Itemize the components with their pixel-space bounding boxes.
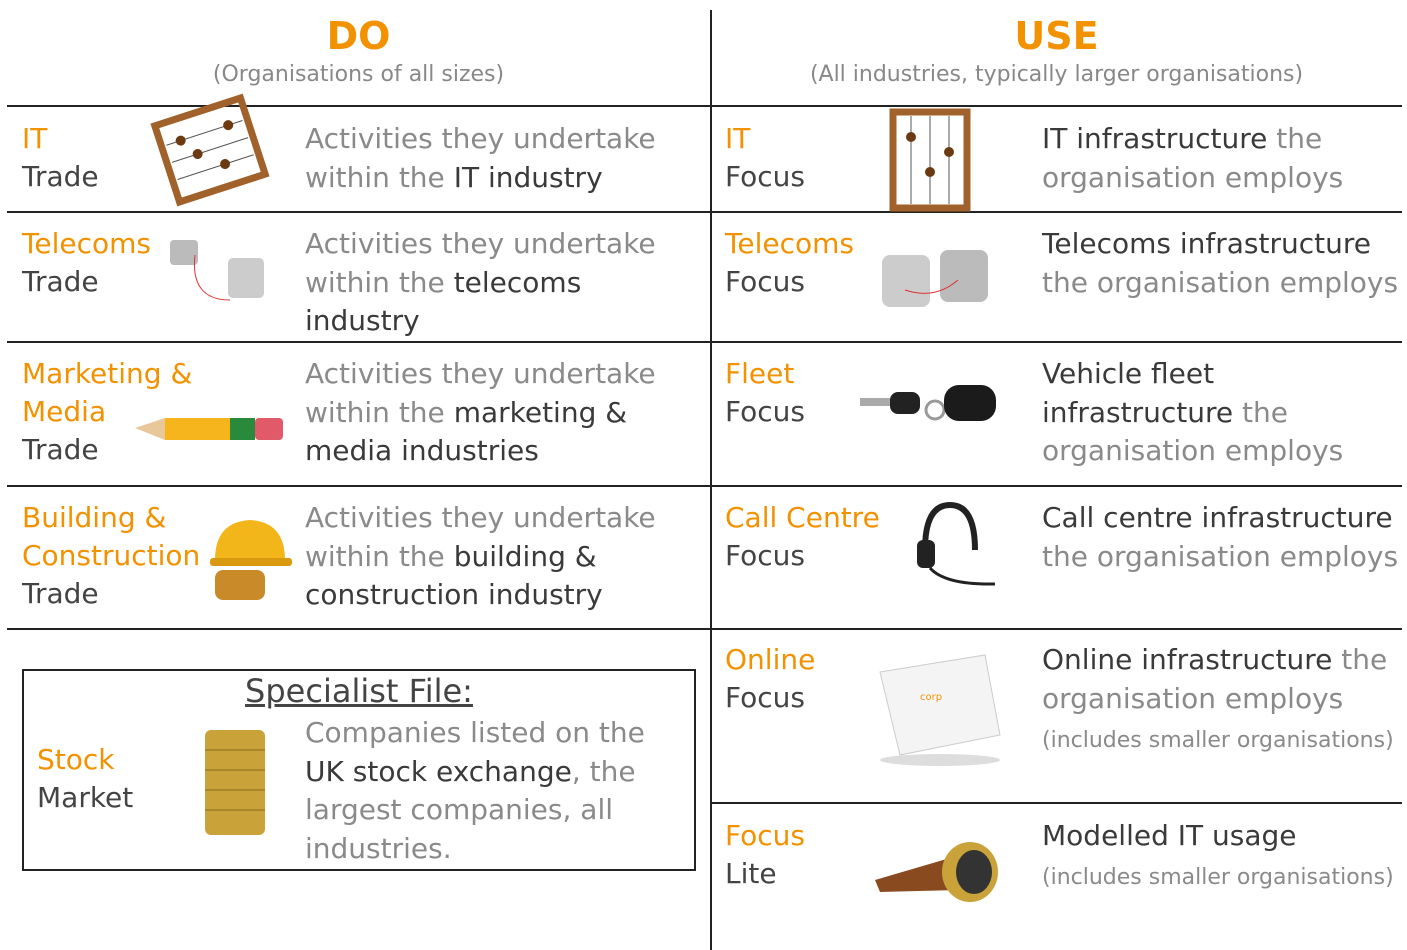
emphasis-text: UK stock exchange bbox=[305, 754, 572, 788]
specialist-heading: Specialist File: bbox=[245, 672, 473, 710]
emphasis-text: Modelled IT usage bbox=[1042, 819, 1297, 852]
svg-text:corp: corp bbox=[920, 692, 942, 703]
column-heading: DO bbox=[326, 14, 391, 58]
description: Telecoms infrastructure the organisation… bbox=[1042, 225, 1400, 302]
text: the organisation employs bbox=[1042, 643, 1388, 715]
row-title: Building & Construction bbox=[22, 501, 201, 572]
row-label: Fleet Focus bbox=[725, 355, 900, 431]
column-subheading: (Organisations of all sizes) bbox=[212, 62, 505, 87]
text: (includes smaller organisations) bbox=[1042, 865, 1394, 890]
row-label: Building & Construction Trade bbox=[22, 499, 217, 613]
description: Activities they undertake within the mar… bbox=[305, 355, 690, 471]
description: Activities they undertake within the bui… bbox=[305, 499, 690, 615]
emphasis-text: IT infrastructure bbox=[1042, 122, 1268, 155]
row-subtitle: Market bbox=[37, 781, 134, 814]
row-subtitle: Focus bbox=[725, 160, 805, 193]
text: the organisation employs bbox=[1042, 265, 1399, 299]
text: Activities they undertake within the bbox=[305, 227, 656, 299]
text: Companies listed on the bbox=[305, 716, 645, 749]
row-label: IT Trade bbox=[22, 120, 217, 196]
row-title: Focus bbox=[725, 819, 805, 852]
description: Call centre infrastructure the organisat… bbox=[1042, 499, 1400, 576]
row-title: Telecoms bbox=[725, 227, 854, 260]
text: Activities they undertake within the bbox=[305, 357, 656, 429]
emphasis-text: IT industry bbox=[453, 160, 603, 194]
text: Activities they undertake within the bbox=[305, 122, 656, 194]
row-subtitle: Trade bbox=[22, 160, 99, 193]
row-subtitle: Trade bbox=[22, 577, 99, 610]
emphasis-text: marketing & media industries bbox=[305, 395, 628, 468]
emphasis-text: Telecoms infrastructure bbox=[1042, 227, 1371, 260]
divider bbox=[7, 211, 1402, 213]
row-subtitle: Focus bbox=[725, 539, 805, 572]
divider bbox=[711, 802, 1402, 804]
text: , the largest companies, all industries. bbox=[305, 754, 636, 865]
headset-icon bbox=[917, 501, 996, 586]
row-subtitle: Trade bbox=[22, 433, 99, 466]
row-label: Call Centre Focus bbox=[725, 499, 900, 575]
emphasis-text: building & construction industry bbox=[305, 539, 603, 612]
description: Online infrastructure the organisation e… bbox=[1042, 641, 1400, 758]
emphasis-text: Online infrastructure bbox=[1042, 643, 1333, 676]
row-label: Marketing & Media Trade bbox=[22, 355, 217, 469]
row-label: Telecoms Focus bbox=[725, 225, 900, 301]
specialist-box bbox=[22, 669, 696, 871]
row-title: IT bbox=[22, 122, 48, 155]
row-subtitle: Focus bbox=[725, 265, 805, 298]
row-title: Telecoms bbox=[22, 227, 151, 260]
row-subtitle: Focus bbox=[725, 681, 805, 714]
text: the organisation employs bbox=[1042, 395, 1344, 468]
row-label: Telecoms Trade bbox=[22, 225, 217, 301]
text: the organisation employs bbox=[1042, 539, 1399, 573]
row-title: Marketing & Media bbox=[22, 357, 193, 428]
column-divider bbox=[710, 10, 712, 950]
telescope-icon bbox=[875, 842, 998, 902]
row-title: Online bbox=[725, 643, 816, 676]
text: Activities they undertake within the bbox=[305, 501, 656, 573]
description: Activities they undertake within the tel… bbox=[305, 225, 690, 341]
abacus-icon bbox=[150, 93, 270, 207]
coins-icon bbox=[205, 730, 265, 835]
emphasis-text: telecoms industry bbox=[305, 265, 582, 338]
row-subtitle: Lite bbox=[725, 857, 777, 890]
row-label: Online Focus bbox=[725, 641, 900, 717]
description: Vehicle fleet infrastructure the organis… bbox=[1042, 355, 1400, 471]
divider bbox=[7, 341, 1402, 343]
row-subtitle: Trade bbox=[22, 265, 99, 298]
row-title: IT bbox=[725, 122, 751, 155]
row-label: Focus Lite bbox=[725, 817, 900, 893]
text: the organisation employs bbox=[1042, 122, 1344, 194]
row-subtitle: Focus bbox=[725, 395, 805, 428]
description: Companies listed on the UK stock exchang… bbox=[305, 714, 680, 868]
tin-can-phone-icon bbox=[882, 250, 988, 307]
text: (includes smaller organisations) bbox=[1042, 727, 1394, 753]
row-title: Call Centre bbox=[725, 501, 880, 534]
emphasis-text: Call centre infrastructure bbox=[1042, 501, 1393, 534]
row-title: Fleet bbox=[725, 357, 795, 390]
divider bbox=[7, 105, 1402, 107]
divider bbox=[7, 485, 1402, 487]
emphasis-text: Vehicle fleet infrastructure bbox=[1042, 357, 1234, 429]
row-title: Stock bbox=[37, 743, 115, 776]
divider bbox=[7, 628, 1402, 630]
specialist-label: Stock Market bbox=[37, 741, 197, 817]
description: Modelled IT usage (includes smaller orga… bbox=[1042, 817, 1400, 895]
column-heading: USE bbox=[1014, 14, 1099, 58]
abacus-icon bbox=[889, 108, 971, 212]
description: IT infrastructure the organisation emplo… bbox=[1042, 120, 1400, 197]
description: Activities they undertake within the IT … bbox=[305, 120, 690, 197]
column-subheading: (All industries, typically larger organi… bbox=[809, 62, 1304, 87]
pencil-icon bbox=[135, 418, 283, 440]
hard-hat-icon bbox=[210, 520, 292, 600]
keys-icon bbox=[860, 385, 996, 421]
tin-can-phone-icon bbox=[170, 240, 264, 301]
row-label: IT Focus bbox=[725, 120, 900, 196]
tablet-icon: corp bbox=[879, 654, 1001, 766]
